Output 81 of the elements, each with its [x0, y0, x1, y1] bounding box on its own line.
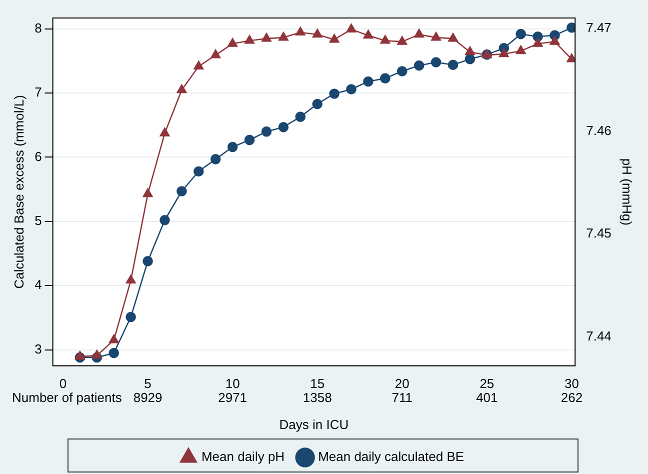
x-tick-label: 30 — [564, 376, 579, 392]
point — [142, 188, 153, 198]
text: 2971 — [218, 390, 248, 405]
text: 401 — [476, 390, 498, 405]
point — [566, 54, 576, 62]
point — [516, 28, 526, 40]
y-tick-label: 8 — [34, 20, 42, 36]
point — [532, 38, 543, 47]
y-tick-label: 3 — [34, 341, 42, 356]
point — [108, 334, 119, 344]
point — [126, 274, 136, 284]
point — [176, 186, 187, 196]
point — [380, 73, 390, 84]
point — [448, 60, 458, 70]
point — [108, 348, 120, 358]
point — [262, 32, 272, 42]
x-tick-label: 10 — [225, 376, 240, 392]
y-tick-label: 4 — [34, 277, 42, 292]
point — [194, 60, 204, 70]
legend-label: Mean daily pH — [201, 449, 285, 464]
legend-label: Mean daily calculated BE — [318, 449, 464, 464]
point — [550, 36, 560, 45]
point — [312, 28, 322, 38]
point — [346, 84, 356, 94]
point — [431, 32, 442, 41]
point — [498, 48, 509, 58]
y-axis-title: Calculated Base excess (mmol/L) — [11, 95, 26, 289]
x-tick-label: 5 — [144, 376, 152, 392]
point — [329, 34, 340, 43]
text: 1358 — [302, 390, 332, 405]
y-tick-label: 7 — [34, 84, 42, 100]
point — [244, 134, 255, 146]
point — [363, 76, 374, 87]
y2-tick-label: 7.47 — [586, 20, 612, 35]
x-axis-title: Days in ICU — [279, 416, 349, 432]
point — [295, 26, 306, 36]
point — [295, 112, 306, 122]
x-tick-label: 25 — [480, 376, 494, 392]
point — [244, 34, 255, 44]
point — [346, 24, 356, 32]
y2-tick-label: 7.44 — [586, 328, 612, 344]
text: 8929 — [133, 390, 162, 405]
y2-tick-label: 7.46 — [586, 122, 612, 138]
point — [210, 154, 221, 164]
point — [160, 214, 170, 226]
y2-tick-label: 7.45 — [586, 226, 612, 241]
point — [464, 46, 475, 56]
point — [312, 98, 323, 110]
x-tick-label: 15 — [310, 376, 325, 392]
point — [160, 128, 170, 136]
point — [363, 30, 374, 39]
point — [227, 142, 238, 152]
x-tick-label: 20 — [394, 376, 410, 392]
point — [142, 256, 153, 266]
x-tick-label: 0 — [59, 376, 67, 392]
point — [194, 166, 204, 177]
point — [210, 49, 221, 58]
point — [380, 34, 390, 44]
y-tick-label: 6 — [34, 148, 42, 164]
point — [516, 45, 526, 54]
point — [228, 38, 238, 47]
point — [278, 122, 289, 132]
point — [261, 126, 272, 137]
point — [92, 350, 102, 359]
point — [397, 36, 408, 45]
point — [430, 57, 442, 68]
point — [278, 32, 288, 41]
point — [414, 60, 424, 71]
point — [414, 28, 424, 38]
y-tick-label: 5 — [34, 212, 42, 228]
text: 262 — [560, 390, 583, 405]
text: Number of patients — [12, 390, 122, 405]
text: 711 — [392, 390, 413, 405]
point — [448, 32, 458, 42]
y2-axis-title: pH (mmHg) — [620, 158, 635, 226]
point — [126, 312, 136, 322]
point — [396, 66, 408, 76]
point — [176, 84, 187, 94]
point — [329, 88, 340, 99]
point — [464, 54, 476, 64]
point — [74, 350, 85, 360]
